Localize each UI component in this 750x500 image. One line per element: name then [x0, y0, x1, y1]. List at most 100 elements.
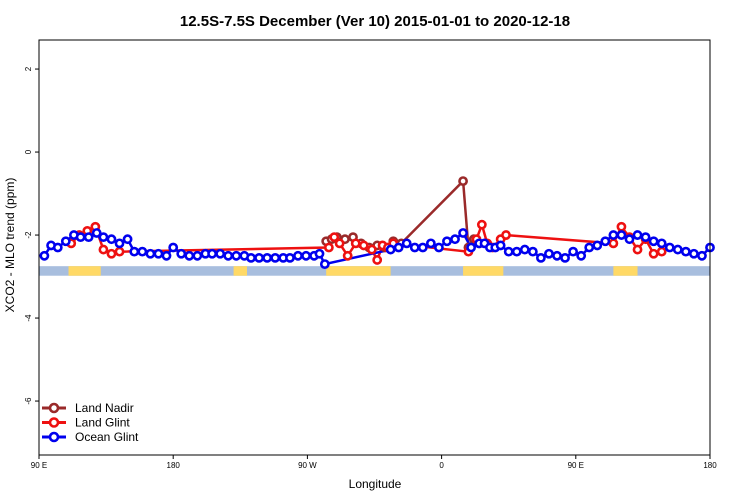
ocean-glint-point [592, 240, 603, 251]
ocean-glint-point [393, 242, 404, 253]
x-tick-label-3: 0 [439, 461, 444, 470]
ocean-glint-point [168, 242, 179, 253]
ocean-glint-point [215, 248, 226, 259]
ocean-glint-point [511, 246, 522, 257]
ocean-glint-point [425, 238, 436, 249]
legend-land-nadir-marker [48, 402, 60, 414]
ocean-glint-point [608, 230, 619, 240]
ocean-glint-point [656, 238, 667, 249]
plot-frame [38, 39, 711, 456]
x-tick-label-0: 90 E [31, 461, 47, 470]
legend-land-glint-label: Land Glint [75, 416, 130, 430]
ocean-glint-point [106, 234, 117, 245]
ocean-glint-point [184, 250, 195, 261]
ocean-glint-point [697, 250, 707, 261]
ocean-glint-point [401, 238, 412, 249]
ocean-glint-point [91, 228, 102, 238]
land-glint-point [114, 246, 125, 257]
ocean-glint-point [568, 246, 579, 257]
ocean-glint-point [145, 248, 156, 259]
ocean-glint-point [466, 242, 477, 253]
ocean-glint-point [207, 248, 218, 259]
ocean-glint-point [153, 248, 164, 259]
x-axis: 90 E 180 90 W 0 90 E 180 [31, 455, 717, 470]
x-axis-label: Longitude [349, 477, 402, 491]
ocean-glint-point [560, 252, 570, 263]
ocean-glint-point [176, 248, 187, 259]
land-glint-point [501, 230, 511, 240]
ocean-glint-point [83, 232, 94, 243]
ocean-glint-point [450, 234, 460, 245]
ocean-glint-point [60, 236, 71, 247]
land-glint-point [342, 250, 353, 261]
chart-title: 12.5S-7.5S December (Ver 10) 2015-01-01 … [180, 13, 570, 30]
ocean-glint-point [527, 246, 538, 257]
ocean-glint-point [544, 248, 554, 259]
land-glint-point [358, 240, 369, 251]
land-segment-2 [68, 266, 101, 276]
ocean-glint-point [192, 250, 203, 261]
legend-ocean-glint-label: Ocean Glint [75, 430, 139, 444]
y-axis: 2 0 -2 -4 -6 [24, 66, 39, 405]
ocean-glint-point [246, 252, 256, 263]
ocean-glint-point [161, 250, 172, 261]
ocean-glint-point [600, 236, 611, 247]
ocean-glint-point [640, 232, 651, 243]
land-glint-point [656, 246, 667, 257]
land-glint-point [476, 219, 487, 230]
ocean-glint-point [624, 234, 635, 245]
ocean-glint-point [519, 244, 530, 255]
land-glint-point [648, 248, 659, 259]
land-nadir-point [458, 176, 468, 186]
ocean-glint-point [314, 248, 325, 259]
ocean-glint-point [648, 236, 659, 247]
ocean-glint-point [285, 252, 295, 263]
ocean-glint-point [434, 242, 444, 253]
land-segment-4 [233, 266, 248, 276]
ocean-glint-point [672, 244, 683, 255]
ocean-glint-point [458, 228, 468, 238]
y-tick-label-0: 2 [24, 66, 33, 71]
x-tick-label-4: 90 E [568, 461, 584, 470]
land-segment-1 [463, 266, 504, 276]
ocean-glint-point [122, 234, 133, 245]
x-tick-label-1: 180 [167, 461, 181, 470]
ocean-glint-point [223, 250, 234, 261]
land-glint-point [98, 244, 109, 255]
ocean-glint-point [417, 242, 428, 253]
land-glint-point [350, 238, 361, 249]
ocean-glint-point [688, 248, 699, 259]
ocean-glint-point [262, 252, 273, 263]
y-axis-label: XCO2 - MLO trend (ppm) [3, 178, 17, 313]
ocean-glint-point [301, 250, 311, 261]
y-tick-label-2: -2 [24, 231, 33, 239]
ocean-glint-point [114, 238, 125, 249]
ocean-glint-point [293, 250, 303, 261]
ocean-glint-point [632, 230, 643, 240]
ocean-glint-point [270, 252, 281, 263]
ocean-glint-point [75, 232, 86, 243]
land-glint-point [323, 242, 334, 253]
series-points [39, 176, 715, 269]
land-glint-point [329, 232, 340, 243]
ocean-glint-point [254, 252, 264, 263]
ocean-glint-point [576, 250, 587, 261]
ocean-glint-point [495, 240, 506, 251]
land-segment-0 [326, 266, 391, 276]
legend-land-glint-marker [48, 417, 60, 428]
ocean-glint-point [385, 244, 396, 255]
ocean-glint-point [680, 246, 691, 257]
land-glint-point [366, 244, 377, 255]
legend-ocean-glint-marker [48, 431, 60, 443]
x-tick-label-5: 180 [703, 461, 717, 470]
land-glint-point [632, 244, 643, 255]
land-glint-point [616, 221, 627, 232]
land-glint-point [106, 248, 117, 259]
ocean-glint-point [664, 242, 675, 253]
ocean-glint-point [52, 242, 63, 253]
land-glint-point [372, 255, 383, 265]
ocean-glint-point [503, 246, 514, 257]
ocean-glint-point [231, 250, 242, 261]
legend-land-nadir-label: Land Nadir [75, 401, 134, 415]
